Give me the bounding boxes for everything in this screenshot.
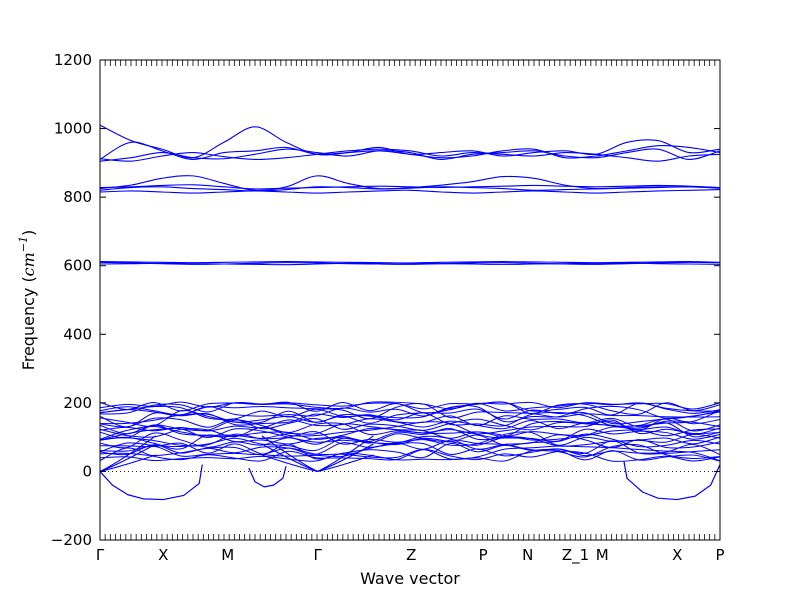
x-tick-label: P bbox=[479, 546, 488, 564]
y-tick-label: 200 bbox=[63, 394, 92, 412]
y-tick-label: −200 bbox=[51, 531, 92, 549]
x-tick-label: M bbox=[221, 546, 234, 564]
optical-band-2-0 bbox=[99, 261, 721, 265]
optical-band-1-3 bbox=[99, 184, 721, 190]
y-tick-label: 400 bbox=[63, 325, 92, 343]
optical-band-0-2 bbox=[99, 124, 721, 159]
y-axis-label-suffix: ) bbox=[19, 230, 38, 236]
y-tick-label: 1000 bbox=[54, 120, 92, 138]
y-tick-label: 1200 bbox=[54, 51, 92, 69]
low-band-17 bbox=[99, 412, 721, 428]
x-tick-label: Γ bbox=[96, 546, 105, 564]
low-band-12 bbox=[99, 423, 721, 439]
y-tick-label: 0 bbox=[82, 462, 92, 480]
soft-mode-2 bbox=[623, 461, 721, 501]
acoustic-band-1-2 bbox=[261, 435, 374, 473]
low-band-18 bbox=[99, 410, 721, 428]
x-tick-label: Z bbox=[406, 546, 416, 564]
low-band-23 bbox=[99, 401, 721, 415]
y-axis-label-prefix: Frequency ( bbox=[19, 276, 38, 370]
y-axis-ticks: −200 0 200 400 600 800 1000 1200 bbox=[51, 51, 720, 549]
optical-band-0-3 bbox=[99, 148, 721, 162]
x-tick-label: P bbox=[715, 546, 724, 564]
y-axis-label-unit: cm bbox=[19, 252, 38, 276]
optical-band-0-1 bbox=[99, 148, 721, 162]
y-axis-label: Frequency (cm−1) bbox=[17, 230, 38, 371]
x-tick-label: M bbox=[596, 546, 609, 564]
band-lines bbox=[99, 124, 721, 501]
low-band-25 bbox=[99, 401, 721, 410]
optical-band-1-1 bbox=[99, 186, 721, 192]
low-band-8 bbox=[99, 432, 721, 449]
x-tick-label: X bbox=[672, 546, 682, 564]
low-band-1 bbox=[99, 447, 721, 463]
low-band-20 bbox=[99, 405, 721, 423]
optical-band-2-2 bbox=[99, 261, 721, 264]
x-tick-label: X bbox=[158, 546, 168, 564]
y-tick-label: 800 bbox=[63, 188, 92, 206]
soft-mode-0 bbox=[99, 464, 203, 501]
x-tick-label: Γ bbox=[313, 546, 322, 564]
low-band-10 bbox=[99, 427, 721, 443]
acoustic-band-0-2 bbox=[99, 435, 157, 472]
low-band-9 bbox=[99, 431, 721, 447]
low-band-16 bbox=[99, 417, 721, 431]
low-band-4 bbox=[99, 442, 721, 458]
y-tick-label: 600 bbox=[63, 257, 92, 275]
x-tick-label: N bbox=[522, 546, 533, 564]
x-axis-ticks: Γ X M Γ Z P N Z_1 M X P bbox=[96, 60, 725, 565]
y-axis-label-exponent: −1 bbox=[17, 236, 30, 252]
low-band-24 bbox=[99, 401, 721, 414]
soft-mode-1 bbox=[248, 466, 287, 488]
optical-band-1-2 bbox=[99, 189, 721, 194]
x-tick-label: Z_1 bbox=[562, 546, 589, 565]
x-axis-label: Wave vector bbox=[360, 569, 460, 588]
low-band-14 bbox=[99, 419, 721, 436]
